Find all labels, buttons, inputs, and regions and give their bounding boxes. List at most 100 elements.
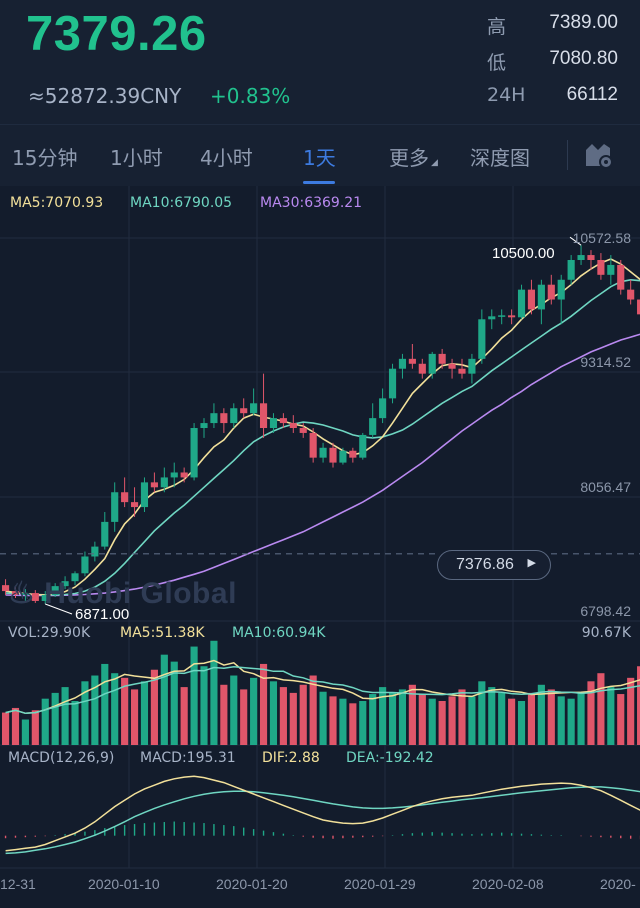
volume-ma10: MA10:60.94K bbox=[232, 625, 326, 641]
candle-body bbox=[111, 492, 119, 522]
candles-group bbox=[1, 245, 640, 604]
date-axis-label: 2020-01-20 bbox=[216, 876, 288, 892]
low-price-callout: 6871.00 bbox=[75, 606, 130, 623]
tab-more-label: 更多 bbox=[389, 146, 429, 170]
volume-bar bbox=[180, 687, 188, 745]
candle-body bbox=[101, 521, 109, 547]
current-price-tag[interactable]: 7376.86 ▶ bbox=[437, 550, 551, 580]
candle-body bbox=[329, 447, 337, 463]
volume-bar bbox=[81, 681, 89, 745]
candle-body bbox=[468, 358, 476, 374]
high-callout-line bbox=[569, 236, 582, 246]
annotation-marks bbox=[0, 236, 640, 615]
volume-bar bbox=[111, 673, 119, 745]
volume-bar bbox=[230, 675, 238, 745]
date-axis-label: 2020-01-10 bbox=[88, 876, 160, 892]
candle-body bbox=[230, 408, 238, 424]
tab-1hour[interactable]: 1小时 bbox=[110, 146, 163, 170]
candle-body bbox=[488, 316, 496, 320]
ma30-line bbox=[5, 333, 640, 597]
volume-bar bbox=[458, 689, 466, 745]
candle-body bbox=[379, 398, 387, 419]
low-callout-line bbox=[45, 603, 73, 615]
volume-bar bbox=[498, 692, 506, 745]
volume-bar bbox=[388, 692, 397, 745]
candle-body bbox=[71, 573, 79, 582]
volume-bar bbox=[607, 687, 615, 745]
tab-1day[interactable]: 1天 bbox=[303, 146, 336, 170]
candle-body bbox=[637, 299, 640, 315]
candle-body bbox=[279, 418, 287, 424]
volume-bar bbox=[240, 689, 248, 745]
candle-body bbox=[349, 450, 357, 458]
date-axis-label: 12-31 bbox=[0, 876, 36, 892]
stat-24h-label: 24H bbox=[487, 84, 526, 106]
candle-body bbox=[61, 581, 69, 587]
date-axis-label: 2020-01-29 bbox=[344, 876, 416, 892]
candle-body bbox=[428, 353, 436, 374]
volume-bar bbox=[408, 684, 416, 745]
candle-body bbox=[418, 363, 426, 374]
volume-bar bbox=[289, 692, 297, 745]
candle-body bbox=[498, 315, 506, 317]
candle-body bbox=[160, 477, 168, 488]
ma10-line bbox=[5, 278, 640, 596]
candle-body bbox=[180, 472, 188, 478]
legend-ma10: MA10:6790.05 bbox=[130, 195, 233, 211]
volume-bar bbox=[210, 640, 218, 745]
candle-body bbox=[627, 289, 635, 300]
volume-bar bbox=[627, 677, 635, 745]
candle-body bbox=[289, 423, 297, 429]
volume-bar bbox=[150, 669, 158, 745]
candle-body bbox=[398, 358, 407, 369]
candle-body bbox=[319, 447, 327, 458]
tab-15min[interactable]: 15分钟 bbox=[12, 146, 78, 170]
volume-ma10-line bbox=[5, 666, 640, 715]
cny-equivalent: ≈52872.39CNY bbox=[28, 84, 182, 108]
volume-bar bbox=[428, 698, 436, 745]
candle-body bbox=[458, 368, 466, 374]
ma10-line-group bbox=[5, 278, 640, 596]
volume-bar bbox=[557, 696, 565, 745]
volume-bar bbox=[190, 646, 198, 745]
volume-bar bbox=[31, 710, 39, 745]
candle-body bbox=[210, 413, 218, 424]
dif-value: DIF:2.88 bbox=[262, 750, 320, 766]
candle-body bbox=[11, 591, 20, 596]
candle-body bbox=[240, 408, 248, 414]
candle-body bbox=[359, 434, 367, 458]
volume-max: 90.67K bbox=[581, 625, 631, 641]
watermark-text: Huobi Global bbox=[44, 577, 237, 610]
chart-settings-icon[interactable] bbox=[584, 138, 614, 170]
tab-4hour[interactable]: 4小时 bbox=[200, 146, 253, 170]
macd-group bbox=[4, 775, 640, 855]
volume-bar bbox=[160, 654, 168, 745]
candle-body bbox=[388, 368, 397, 399]
candle-body bbox=[448, 363, 456, 369]
volume-bar bbox=[567, 698, 575, 745]
candle-body bbox=[537, 284, 545, 310]
volume-bar bbox=[250, 677, 258, 745]
volume-bar bbox=[91, 675, 99, 745]
volume-bars-group bbox=[1, 640, 640, 745]
candle-body bbox=[547, 284, 555, 300]
candle-body bbox=[527, 289, 536, 310]
volume-bar bbox=[41, 698, 49, 745]
candle-body bbox=[339, 450, 347, 463]
candle-body bbox=[478, 319, 486, 359]
tab-more[interactable]: 更多 ◢ bbox=[389, 142, 438, 171]
candle-body bbox=[190, 428, 198, 478]
volume-bar bbox=[279, 687, 287, 745]
macd-value: MACD:195.31 bbox=[140, 750, 236, 766]
active-tab-indicator bbox=[303, 181, 335, 184]
volume-bar bbox=[637, 666, 640, 745]
candle-body bbox=[130, 502, 139, 508]
candle-body bbox=[91, 546, 99, 557]
volume-ma5: MA5:51.38K bbox=[120, 625, 205, 641]
volume-bar bbox=[140, 681, 149, 745]
candle-body bbox=[269, 418, 278, 429]
tab-depth[interactable]: 深度图 bbox=[470, 146, 530, 170]
candle-body bbox=[369, 418, 377, 435]
volume-bar bbox=[101, 663, 109, 745]
